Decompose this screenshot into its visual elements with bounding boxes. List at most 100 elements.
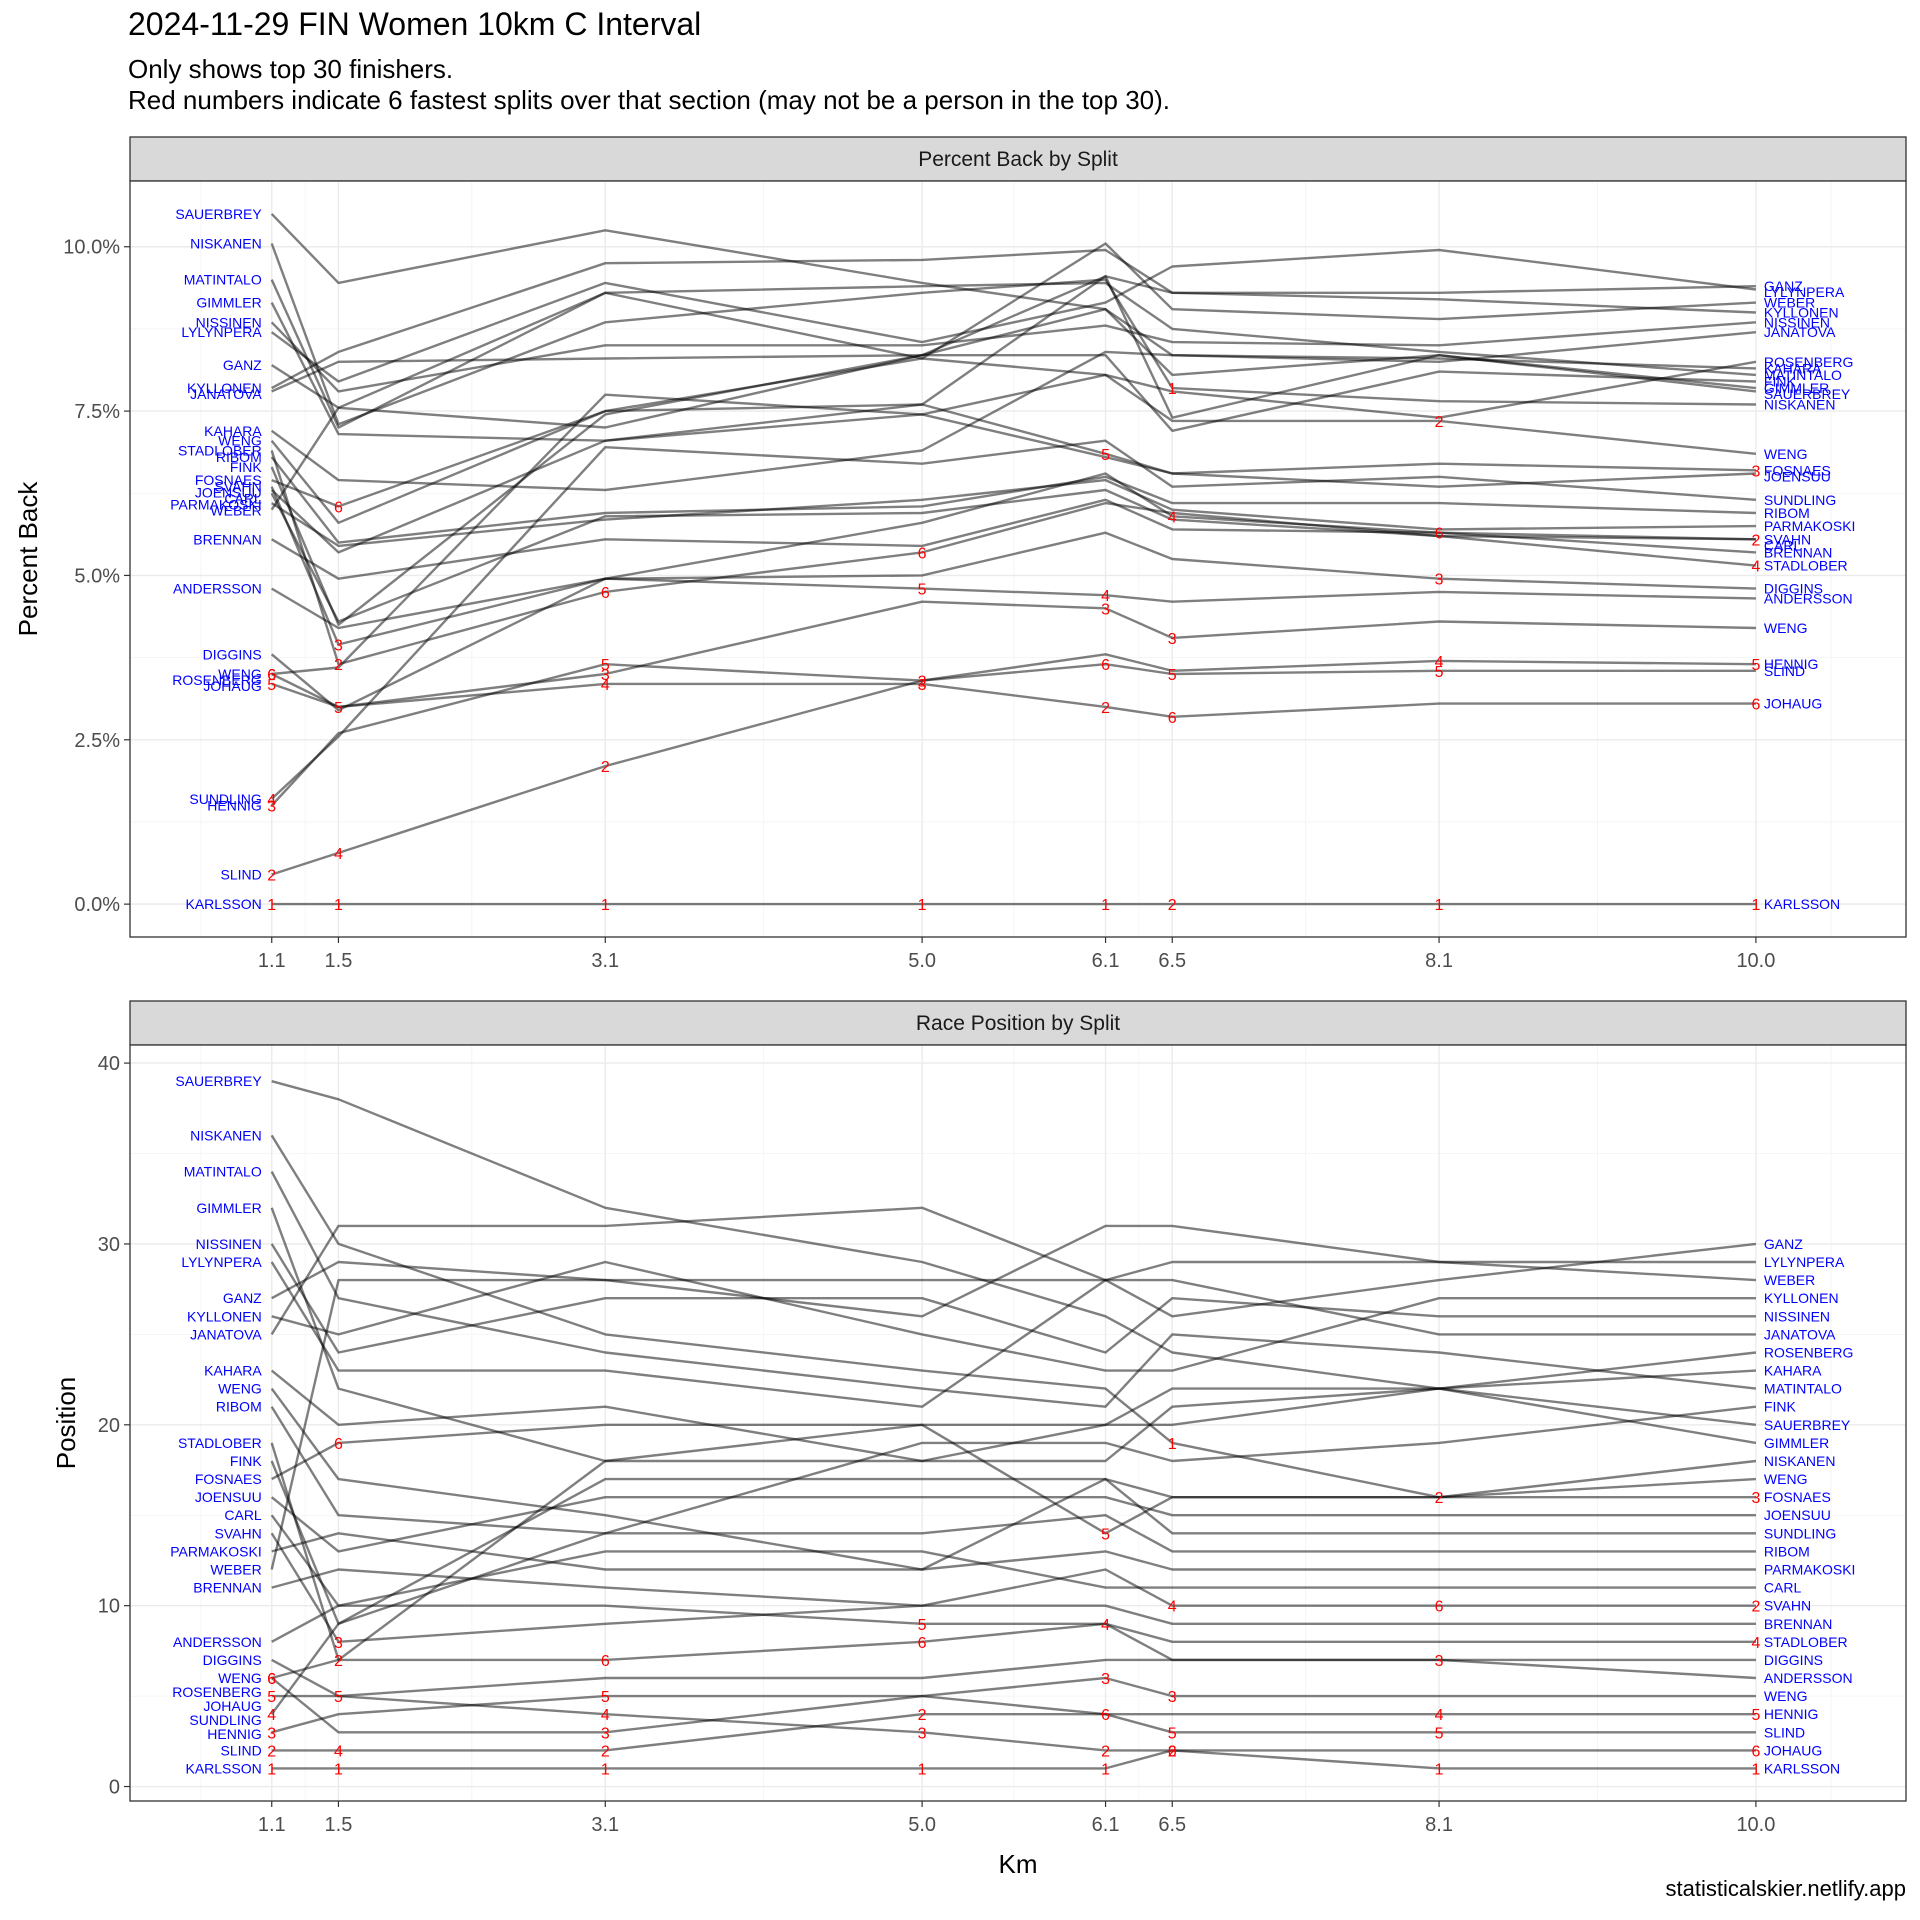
panel1-series-line-fosnaes bbox=[271, 403, 1756, 508]
panel2-series-line-kahara bbox=[270, 1369, 1756, 1463]
panel1-end-label: GIMMLER bbox=[1764, 380, 1829, 396]
panel2-end-label: DIGGINS bbox=[1764, 1652, 1823, 1668]
panel2-split-rank-label: 1 bbox=[1751, 1761, 1760, 1778]
panel1-split-rank-label: 3 bbox=[267, 799, 276, 816]
panel2-series-line-hennig bbox=[271, 1694, 1756, 1734]
panel1-split-rank-label: 1 bbox=[601, 897, 610, 914]
panel1-series-line-weber bbox=[270, 242, 1756, 511]
panel2-end-label: SUNDLING bbox=[1764, 1525, 1836, 1541]
panel1-start-label: HENNIG bbox=[207, 798, 261, 814]
panel2-split-rank-label: 4 bbox=[1751, 1635, 1760, 1652]
panel1-start-label: KARLSSON bbox=[185, 896, 261, 912]
panel2-series-line-kyllonen bbox=[271, 1260, 1756, 1372]
panel2-split-rank-label: 3 bbox=[1101, 1671, 1110, 1688]
panel2-end-label: CARL bbox=[1764, 1580, 1802, 1596]
panel1-start-label: SAUERBREY bbox=[175, 206, 262, 222]
panel2-series-line-diggins bbox=[271, 1658, 1756, 1698]
panel1-x-tick-label: 3.1 bbox=[591, 950, 619, 972]
panel1-split-rank-label: 4 bbox=[601, 677, 610, 694]
panel1-x-tick-label: 8.1 bbox=[1425, 950, 1453, 972]
panel2-split-rank-label: 1 bbox=[1168, 1436, 1177, 1453]
chart-subtitle: Only shows top 30 finishers. Red numbers… bbox=[128, 54, 1171, 115]
panel1-end-label: SUNDLING bbox=[1764, 492, 1836, 508]
panel2-start-label: KARLSSON bbox=[185, 1760, 261, 1776]
panel2-start-label: WEBER bbox=[210, 1561, 261, 1577]
panel2-start-label: SVAHN bbox=[215, 1525, 262, 1541]
panel2-series-line-sauerbrey bbox=[271, 1080, 1757, 1426]
panel1-y-tick-label: 7.5% bbox=[74, 401, 120, 423]
panel2-start-label: JANATOVA bbox=[190, 1326, 262, 1342]
panel1-end-label: KAHARA bbox=[1764, 360, 1822, 376]
panel1-end-label: JOENSUU bbox=[1764, 468, 1831, 484]
panel1-split-rank-label: 4 bbox=[267, 792, 276, 809]
panel1-split-rank-label: 5 bbox=[918, 582, 927, 599]
panel1-series-line-joensuu bbox=[270, 413, 1756, 554]
panel2-split-rank-label: 3 bbox=[1435, 1653, 1444, 1670]
panel2-start-label: NISSINEN bbox=[196, 1236, 262, 1252]
panel2-series-line-weng bbox=[270, 1387, 1756, 1571]
panel1-split-rank-label: 1 bbox=[1168, 381, 1177, 398]
panel2-start-label: ROSENBERG bbox=[172, 1684, 261, 1700]
panel1-start-label: STADLOBER bbox=[178, 443, 262, 459]
panel1-series-line-nissinen bbox=[270, 321, 1756, 393]
panel2-split-rank-label: 3 bbox=[1751, 1490, 1760, 1507]
panel1-split-rank-label: 5 bbox=[1435, 664, 1444, 681]
panel1-end-label: DIGGINS bbox=[1764, 581, 1823, 597]
panel1-strip bbox=[129, 136, 1907, 182]
panel1-split-rank-label: 2 bbox=[1435, 414, 1444, 431]
panel2-start-label: MATINTALO bbox=[184, 1164, 262, 1180]
panel2-end-label: SLIND bbox=[1764, 1724, 1805, 1740]
panel1-split-rank-label: 1 bbox=[1101, 897, 1110, 914]
panel2-end-label: JOHAUG bbox=[1764, 1742, 1822, 1758]
panel1-end-label: SVAHN bbox=[1764, 531, 1811, 547]
panel1-split-rank-label: 6 bbox=[1101, 657, 1110, 674]
panel2-end-label: NISSINEN bbox=[1764, 1308, 1830, 1324]
panel1-start-label: WEBER bbox=[210, 503, 261, 519]
panel1-strip-title: Percent Back by Split bbox=[918, 148, 1118, 171]
panel1-split-rank-label: 3 bbox=[1168, 631, 1177, 648]
panel1-start-label: KAHARA bbox=[204, 423, 262, 439]
panel1-start-label: LYLYNPERA bbox=[181, 324, 262, 340]
panel1-end-label: FOSNAES bbox=[1764, 462, 1831, 478]
panel2-end-label: STADLOBER bbox=[1764, 1634, 1848, 1650]
panel1-end-label: WENG bbox=[1764, 446, 1808, 462]
panel1-split-rank-label: 6 bbox=[267, 667, 276, 684]
panel1-end-label: HENNIG bbox=[1764, 656, 1818, 672]
panel2-series-line-joensuu bbox=[270, 1495, 1756, 1553]
panel2-split-rank-label: 2 bbox=[267, 1743, 276, 1760]
panel2-x-tick-label: 5.0 bbox=[908, 1814, 936, 1836]
panel2-split-rank-label: 2 bbox=[601, 1743, 610, 1760]
panel2-split-rank-label: 6 bbox=[267, 1671, 276, 1688]
panel1-series-line-rosenberg bbox=[271, 360, 1757, 676]
panel1-end-label: LYLYNPERA bbox=[1764, 284, 1845, 300]
panel2-split-rank-label: 6 bbox=[1168, 1743, 1177, 1760]
panel2-start-label: KYLLONEN bbox=[187, 1308, 262, 1324]
panel2-start-label: DIGGINS bbox=[203, 1652, 262, 1668]
panel1-y-tick-label: 0.0% bbox=[74, 894, 120, 916]
panel1-end-label: GANZ bbox=[1764, 278, 1803, 294]
panel1-split-rank-label: 3 bbox=[1101, 601, 1110, 618]
panel1-x-tick-label: 6.5 bbox=[1158, 950, 1186, 972]
panel1-end-label: JOHAUG bbox=[1764, 696, 1822, 712]
panel1-start-label: ANDERSSON bbox=[173, 581, 262, 597]
panel1-end-label: KYLLONEN bbox=[1764, 304, 1839, 320]
panel1-split-rank-label: 2 bbox=[918, 674, 927, 691]
panel2-x-tick-label: 8.1 bbox=[1425, 1814, 1453, 1836]
panel1-start-label: FOSNAES bbox=[195, 472, 262, 488]
panel2-series-line-rosenberg bbox=[271, 1351, 1757, 1680]
panel1-split-rank-label: 3 bbox=[1751, 463, 1760, 480]
panel1-end-label: WENG bbox=[1764, 620, 1808, 636]
panel1-split-rank-label: 2 bbox=[1101, 700, 1110, 717]
panel1-split-rank-label: 3 bbox=[334, 637, 343, 654]
panel1-end-label: SLIND bbox=[1764, 663, 1805, 679]
panel2-split-rank-label: 3 bbox=[1168, 1689, 1177, 1706]
panel1-y-axis-title: Percent Back bbox=[13, 481, 43, 637]
panel2-start-label: FINK bbox=[230, 1453, 263, 1469]
panel1-split-rank-label: 3 bbox=[918, 677, 927, 694]
panel2-split-rank-label: 5 bbox=[1435, 1725, 1444, 1742]
panel1-end-label: STADLOBER bbox=[1764, 558, 1848, 574]
panel1-series-line-weng bbox=[270, 357, 1757, 524]
panel2-y-axis-title: Position bbox=[51, 1377, 81, 1470]
panel2-split-rank-label: 5 bbox=[601, 1689, 610, 1706]
